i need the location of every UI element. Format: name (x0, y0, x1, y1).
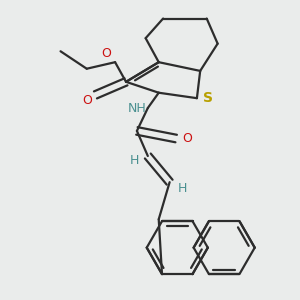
Text: S: S (203, 91, 213, 105)
Text: H: H (130, 154, 140, 167)
Text: NH: NH (128, 101, 146, 115)
Text: H: H (178, 182, 188, 195)
Text: O: O (101, 47, 111, 60)
Text: O: O (82, 94, 92, 107)
Text: O: O (182, 132, 192, 145)
